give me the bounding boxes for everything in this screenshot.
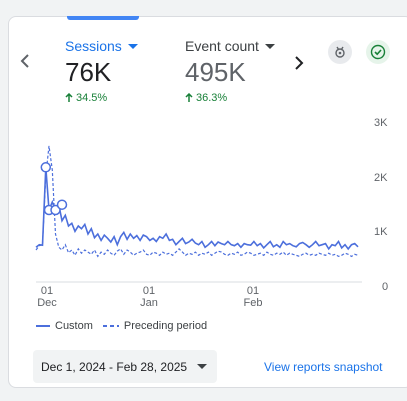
chevron-down-icon: [197, 364, 207, 369]
legend-item-preceding: Preceding period: [102, 320, 208, 332]
x-tick-month: Feb: [243, 297, 263, 309]
insights-icon[interactable]: [328, 40, 352, 64]
event-count-label: Event count: [185, 38, 259, 54]
arrow-up-icon: [65, 93, 73, 102]
y-tick-label: 3K: [374, 117, 388, 129]
check-circle-icon[interactable]: [366, 40, 390, 64]
chevron-down-icon: [264, 43, 275, 49]
legend-label: Preceding period: [123, 320, 208, 332]
y-tick-label: 1K: [374, 226, 388, 238]
event-count-delta: 36.3%: [185, 92, 275, 104]
metric-event-count[interactable]: Event count 495K 36.3%: [185, 38, 275, 104]
view-reports-snapshot-link[interactable]: View reports snapshot: [264, 360, 383, 374]
series-line-preceding-period: [35, 145, 359, 258]
series-line-custom: [35, 167, 359, 251]
date-range-selector[interactable]: Dec 1, 2024 - Feb 28, 2025: [33, 350, 217, 383]
active-metric-indicator: [67, 16, 139, 20]
chart-legend: Custom Preceding period: [36, 320, 207, 332]
x-tick-day: 01: [40, 285, 54, 297]
x-tick-day: 01: [142, 285, 156, 297]
dashed-line-swatch: [102, 325, 119, 327]
chevron-left-icon[interactable]: [18, 52, 32, 75]
chevron-right-icon[interactable]: [292, 54, 306, 77]
event-count-delta-value: 36.3%: [196, 92, 228, 104]
x-tick-dec: 01 Dec: [36, 285, 58, 309]
sessions-delta-value: 34.5%: [76, 92, 108, 104]
x-tick-day: 01: [246, 285, 260, 297]
report-card: [8, 16, 407, 388]
legend-label: Custom: [55, 320, 93, 332]
metric-sessions[interactable]: Sessions 76K 34.5%: [65, 38, 138, 104]
x-tick-month: Dec: [37, 297, 57, 309]
anomaly-marker[interactable]: [40, 162, 52, 173]
y-tick-label: 2K: [374, 172, 388, 184]
legend-item-custom: Custom: [36, 320, 93, 332]
event-count-value: 495K: [185, 57, 246, 87]
anomaly-marker[interactable]: [56, 199, 68, 210]
date-range-text: Dec 1, 2024 - Feb 28, 2025: [41, 359, 188, 374]
sessions-tab[interactable]: Sessions: [65, 38, 138, 54]
x-tick-month: Jan: [140, 297, 158, 309]
x-tick-jan: 01 Jan: [138, 285, 160, 309]
sessions-value: 76K: [65, 57, 112, 87]
sessions-label: Sessions: [65, 38, 122, 54]
event-count-tab[interactable]: Event count: [185, 38, 275, 54]
sessions-delta: 34.5%: [65, 92, 138, 104]
arrow-up-icon: [185, 93, 193, 102]
solid-line-swatch: [36, 325, 50, 327]
chevron-down-icon: [127, 43, 138, 49]
y-tick-label: 0: [382, 281, 389, 293]
x-tick-feb: 01 Feb: [242, 285, 264, 309]
